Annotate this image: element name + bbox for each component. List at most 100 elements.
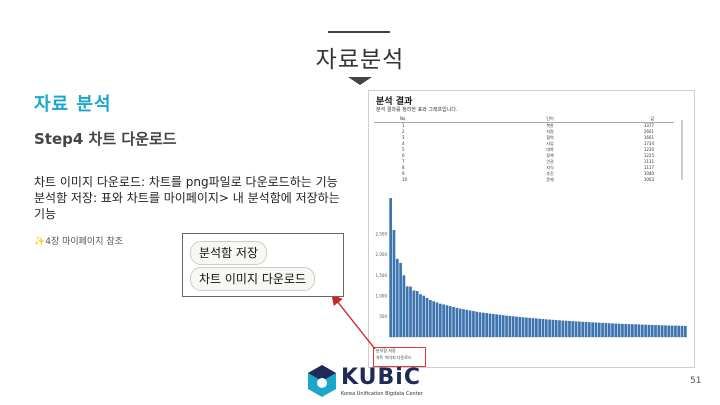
chart-bar <box>468 310 472 337</box>
chart-bar <box>422 295 426 337</box>
chart-bar <box>607 323 611 337</box>
chart-bar <box>482 312 485 337</box>
table-cell: 정책 <box>546 153 554 158</box>
table-row: 9 추진 1040 <box>374 171 674 177</box>
chart-bar <box>395 258 399 337</box>
body-line-save-cont: 기능 <box>34 207 57 221</box>
body-line-save: 분석함 저장: 표와 차트를 마이페이지> 내 분석함에 저장하는 <box>34 191 340 205</box>
col-header-value: 값 <box>610 116 674 123</box>
table-row: 5 대북 1230 <box>374 147 674 153</box>
table-cell: 추진 <box>546 171 554 176</box>
chart-bar <box>534 318 538 337</box>
table-cell: 협력 <box>546 135 554 140</box>
chart-bar <box>475 311 479 337</box>
chart-bar <box>544 319 548 337</box>
chart-bar <box>594 322 598 337</box>
chart-bar <box>647 324 651 337</box>
table-cell: 1117 <box>643 165 654 170</box>
chart-bar <box>419 294 422 337</box>
mini-save-button[interactable]: 분석함 저장 <box>376 348 396 353</box>
table-cell: 4 <box>402 141 405 146</box>
chart-bar <box>462 309 465 337</box>
chart-bar <box>435 302 439 337</box>
y-tick-label: 2,000 <box>376 252 388 257</box>
kubic-logo: KUBiC Korea Unification Bigdata Center <box>306 363 426 403</box>
download-chart-image-button[interactable]: 차트 이미지 다운로드 <box>190 267 315 291</box>
table-cell: 2 <box>402 129 405 134</box>
save-to-analysis-button[interactable]: 분석함 저장 <box>190 241 268 265</box>
table-cell: 1003 <box>643 177 654 182</box>
chart-bar <box>551 319 555 337</box>
chart-bar <box>597 322 601 337</box>
table-row: 7 인권 1131 <box>374 159 674 165</box>
chart-bar <box>438 303 442 337</box>
table-row: 10 문제 1003 <box>374 177 674 183</box>
table-row: 4 사업 1734 <box>374 141 674 147</box>
chart-bar <box>465 309 469 337</box>
result-title: 분석 결과 <box>376 97 413 107</box>
chart-bar <box>478 312 482 337</box>
chart-bar <box>531 318 535 337</box>
chart-bar <box>667 325 671 337</box>
chart-bar <box>448 306 452 337</box>
section-title: 자료 분석 <box>34 94 112 115</box>
logo-wordmark: KUBiC <box>341 365 421 390</box>
table-cell: 2601 <box>643 129 654 134</box>
chart-bar <box>621 323 624 337</box>
chart-bar <box>455 307 459 337</box>
chart-bar <box>495 314 498 337</box>
chart-bar <box>637 324 641 337</box>
chart-bar <box>508 315 512 337</box>
chart-bar <box>677 325 681 337</box>
table-cell: 6 <box>402 153 405 158</box>
chart-bar <box>415 291 419 337</box>
chart-bar <box>581 321 585 337</box>
chart-bar <box>574 321 578 337</box>
reference-note: ✨4장 마이페이지 참조 <box>34 234 123 247</box>
y-tick-label: 2,500 <box>376 232 388 237</box>
table-cell: 1 <box>402 123 405 128</box>
table-row: 2 지원 2601 <box>374 129 674 135</box>
chart-bar <box>399 262 402 337</box>
chart-bar <box>627 324 631 337</box>
chart-bar <box>521 317 525 337</box>
chart-bar <box>498 314 502 337</box>
chart-bar <box>518 316 522 337</box>
table-cell: 1230 <box>643 147 654 152</box>
table-cell: 7 <box>402 159 405 164</box>
chart-bar <box>660 325 664 337</box>
chart-bar <box>412 290 416 337</box>
chart-bar <box>442 304 445 337</box>
chart-bar <box>485 313 489 337</box>
table-scrollbar[interactable] <box>681 120 683 180</box>
chart-bar <box>558 320 561 337</box>
word-frequency-chart: 500 1,000 1,500 2,000 2,500 <box>376 198 687 338</box>
chart-bar <box>644 324 647 337</box>
table-cell: 8 <box>402 165 405 170</box>
chart-bar <box>488 313 492 337</box>
logo-subtitle: Korea Unification Bigdata Center <box>341 391 423 397</box>
chart-bar <box>445 305 449 337</box>
chart-bar <box>409 286 412 337</box>
table-cell: 10 <box>402 177 408 182</box>
chart-bar <box>429 299 432 337</box>
chart-bar <box>650 324 654 337</box>
table-cell: 인권 <box>546 159 554 164</box>
table-cell: 5 <box>402 147 405 152</box>
chart-bar <box>528 317 532 337</box>
table-cell: 1131 <box>643 159 654 164</box>
table-cell: 1040 <box>643 171 654 176</box>
result-buttons: 분석함 저장 차트 이미지 다운로드 <box>374 347 414 361</box>
body-line-download: 차트 이미지 다운로드: 차트를 png파일로 다운로드하는 기능 <box>34 175 338 189</box>
result-subtitle: 분석 결과를 정리한 표와 그래프입니다. <box>376 107 458 113</box>
chart-bar <box>432 301 436 337</box>
table-cell: 사업 <box>546 141 554 146</box>
chart-bar <box>578 321 581 337</box>
table-cell: 대북 <box>546 147 554 152</box>
col-header-no: No <box>374 116 490 123</box>
table-row: 6 정책 1225 <box>374 153 674 159</box>
mini-download-button[interactable]: 차트 이미지 다운로드 <box>376 355 412 360</box>
chart-bar <box>389 198 393 337</box>
table-cell: 1225 <box>643 153 654 158</box>
y-tick-label: 500 <box>379 314 387 319</box>
